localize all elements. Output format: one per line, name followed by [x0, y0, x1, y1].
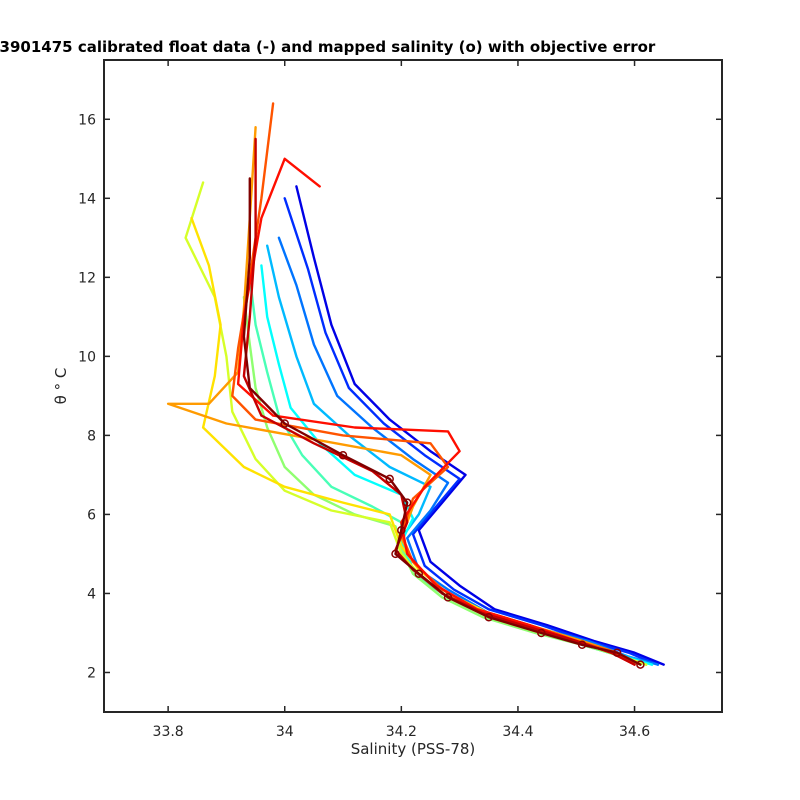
- mapped-salinity-marker: [484, 612, 494, 622]
- series-layer: [166, 102, 665, 666]
- marker-layer: [280, 419, 645, 669]
- mapped-salinity-marker: [414, 569, 424, 578]
- x-axis: 33.8 34 34.2 34.4 34.6: [153, 60, 650, 740]
- x-axis-label: Salinity (PSS-78): [351, 740, 476, 758]
- mapped-salinity-marker: [338, 450, 348, 460]
- mapped-salinity-marker: [577, 640, 587, 650]
- series-line-14: [242, 177, 642, 666]
- mapped-salinity-marker: [397, 525, 406, 535]
- y-tick-label: 14: [78, 191, 96, 207]
- x-tick-label: 34.4: [502, 724, 533, 740]
- y-axis-label: θ ° C: [52, 368, 70, 405]
- y-tick-label: 16: [78, 112, 96, 128]
- mapped-salinity-marker: [391, 549, 400, 559]
- plot-area: [103, 59, 723, 713]
- y-tick-label: 10: [78, 349, 96, 365]
- mapped-salinity-marker: [612, 648, 622, 657]
- mapped-salinity-marker: [280, 419, 289, 428]
- series-line-2: [283, 197, 660, 666]
- mapped-salinity-marker: [385, 474, 394, 484]
- mapped-salinity-marker: [443, 593, 453, 602]
- x-tick-label: 34.2: [386, 724, 417, 740]
- y-tick-label: 6: [87, 507, 96, 523]
- x-tick-label: 33.8: [153, 724, 184, 740]
- y-tick-label: 4: [87, 586, 96, 602]
- y-axis: 2 4 6 8 10 12 14 16: [78, 112, 722, 681]
- mapped-salinity-marker: [402, 498, 412, 507]
- x-tick-label: 34.6: [619, 724, 650, 740]
- plot-background: [104, 60, 722, 712]
- mapped-salinity-marker: [537, 628, 546, 638]
- mapped-salinity-marker: [636, 660, 645, 669]
- chart-title: R3901475 calibrated float data (-) and m…: [0, 38, 656, 56]
- x-tick-label: 34: [276, 724, 294, 740]
- y-tick-label: 8: [87, 428, 96, 444]
- series-line-1: [295, 185, 665, 666]
- y-tick-label: 2: [87, 665, 96, 681]
- axes-frame: [103, 59, 723, 713]
- y-tick-label: 12: [78, 270, 96, 286]
